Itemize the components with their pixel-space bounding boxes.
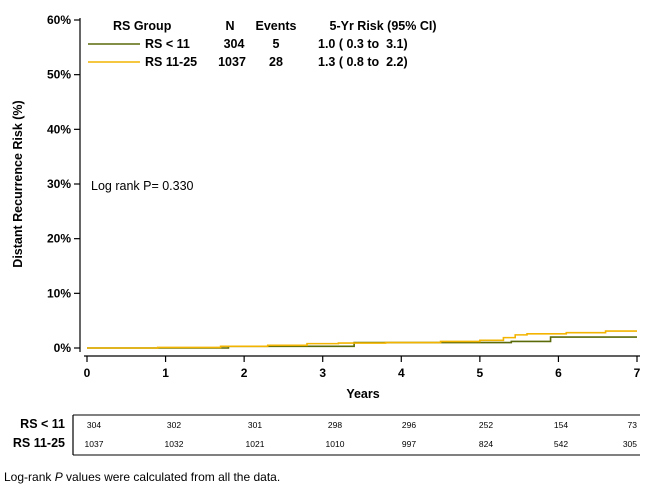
risk-cell: 301 [248, 420, 262, 430]
legend-header-events: Events [256, 19, 297, 33]
x-tick-label: 7 [634, 366, 641, 380]
y-tick-label: 40% [47, 122, 71, 136]
legend-row-1-n: 304 [224, 37, 245, 51]
y-tick-label: 60% [47, 13, 71, 27]
risk-cell: 1032 [165, 439, 184, 449]
y-tick-label: 50% [47, 68, 71, 82]
risk-cell: 824 [479, 439, 493, 449]
y-tick-label: 10% [47, 286, 71, 300]
risk-cell: 304 [87, 420, 101, 430]
footnote: Log-rank P values were calculated from a… [4, 470, 280, 484]
risk-cells: 304 302 301 298 296 252 154 73 1037 1032 1021 1010 9… [85, 420, 638, 449]
legend-row-2-group: RS 11-25 [145, 55, 197, 69]
y-axis-title: Distant Recurrence Risk (%) [11, 100, 25, 267]
risk-cell: 542 [554, 439, 568, 449]
risk-cell: 252 [479, 420, 493, 430]
footnote-italic-p: P [54, 470, 63, 484]
legend-header-risk: 5-Yr Risk (95% CI) [330, 19, 437, 33]
x-tick-label: 1 [162, 366, 169, 380]
x-axis-title: Years [346, 387, 379, 401]
x-tick-label: 5 [477, 366, 484, 380]
risk-cell: 1021 [246, 439, 265, 449]
legend-header-n: N [225, 19, 234, 33]
risk-cell: 154 [554, 420, 568, 430]
axes [79, 18, 640, 357]
risk-row-2-label: RS 11-25 [13, 436, 65, 450]
footnote-text-start: Log-rank [4, 470, 55, 484]
y-tick-label: 30% [47, 177, 71, 191]
x-ticks: 0 1 2 3 4 5 6 7 [84, 356, 641, 380]
legend-row-2-n: 1037 [218, 55, 246, 69]
risk-cell: 298 [328, 420, 342, 430]
x-tick-label: 6 [555, 366, 562, 380]
legend-row-1-group: RS < 11 [145, 37, 190, 51]
risk-cell: 1037 [85, 439, 104, 449]
y-tick-label: 0% [54, 341, 72, 355]
risk-row-1-label: RS < 11 [20, 417, 65, 431]
x-tick-label: 0 [84, 366, 91, 380]
legend-row-1-events: 5 [273, 37, 280, 51]
risk-cell: 997 [402, 439, 416, 449]
x-tick-label: 4 [398, 366, 405, 380]
legend-row-2-events: 28 [269, 55, 283, 69]
legend-header-group: RS Group [113, 19, 172, 33]
x-tick-label: 2 [241, 366, 248, 380]
risk-cell: 73 [628, 420, 638, 430]
x-tick-label: 3 [319, 366, 326, 380]
risk-cell: 305 [623, 439, 637, 449]
risk-cell: 1010 [326, 439, 345, 449]
at-risk-table: RS < 11 RS 11-25 304 302 301 298 296 252 154 73… [13, 414, 640, 456]
risk-cell: 296 [402, 420, 416, 430]
legend: RS Group N Events 5-Yr Risk (95% CI) RS … [88, 19, 436, 69]
legend-row-2-risk: 1.3 ( 0.8 to 2.2) [318, 55, 408, 69]
series-lines [87, 330, 637, 349]
series-line-rs-11-25 [87, 330, 637, 349]
footnote-text-end: values were calculated from all the data… [62, 470, 281, 484]
y-ticks: 0% 10% 20% 30% 40% 50% 60% [47, 13, 80, 355]
legend-row-1-risk: 1.0 ( 0.3 to 3.1) [318, 37, 408, 51]
y-tick-label: 20% [47, 232, 71, 246]
log-rank-annotation: Log rank P= 0.330 [91, 179, 194, 193]
risk-cell: 302 [167, 420, 181, 430]
